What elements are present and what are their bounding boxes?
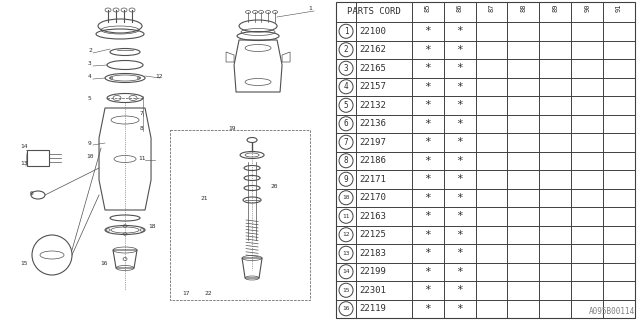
Text: 11: 11 xyxy=(138,156,145,161)
Text: 22125: 22125 xyxy=(359,230,386,239)
Text: *: * xyxy=(424,230,431,240)
Text: *: * xyxy=(424,100,431,110)
Text: 6: 6 xyxy=(344,119,348,128)
Text: 22170: 22170 xyxy=(359,193,386,202)
Text: *: * xyxy=(456,119,463,129)
Text: A095B00114: A095B00114 xyxy=(589,307,635,316)
Text: 3: 3 xyxy=(344,64,348,73)
Text: 22162: 22162 xyxy=(359,45,386,54)
Text: 14: 14 xyxy=(342,269,350,274)
Text: 20: 20 xyxy=(270,184,278,189)
Text: 22165: 22165 xyxy=(359,64,386,73)
Text: 22157: 22157 xyxy=(359,82,386,91)
Text: *: * xyxy=(424,267,431,277)
Text: 10: 10 xyxy=(342,195,350,200)
Text: 9: 9 xyxy=(344,175,348,184)
Text: 6: 6 xyxy=(30,191,34,196)
Text: *: * xyxy=(424,174,431,184)
Text: 16: 16 xyxy=(342,306,350,311)
Text: *: * xyxy=(456,174,463,184)
Text: *: * xyxy=(424,285,431,295)
Text: 90: 90 xyxy=(584,3,590,12)
Text: *: * xyxy=(456,45,463,55)
Text: *: * xyxy=(456,156,463,166)
Text: 18: 18 xyxy=(148,224,156,229)
Text: 21: 21 xyxy=(200,196,207,201)
Text: 12: 12 xyxy=(342,232,350,237)
Text: 22183: 22183 xyxy=(359,249,386,258)
Text: *: * xyxy=(424,119,431,129)
Text: 86: 86 xyxy=(456,3,463,12)
Text: 7: 7 xyxy=(140,111,144,116)
Text: 16: 16 xyxy=(100,261,108,266)
Text: 1: 1 xyxy=(308,6,312,11)
Text: 10: 10 xyxy=(86,154,93,159)
Text: *: * xyxy=(424,63,431,73)
Text: *: * xyxy=(424,82,431,92)
Text: *: * xyxy=(424,304,431,314)
Text: 14: 14 xyxy=(20,144,28,149)
Text: 15: 15 xyxy=(20,261,28,266)
Text: 22197: 22197 xyxy=(359,138,386,147)
Text: *: * xyxy=(424,137,431,147)
Text: PARTS CORD: PARTS CORD xyxy=(347,7,401,17)
Text: 22301: 22301 xyxy=(359,286,386,295)
Text: *: * xyxy=(424,211,431,221)
Text: 15: 15 xyxy=(342,288,350,293)
Text: 22199: 22199 xyxy=(359,267,386,276)
Text: 22171: 22171 xyxy=(359,175,386,184)
Text: *: * xyxy=(456,193,463,203)
Text: *: * xyxy=(456,63,463,73)
Text: 17: 17 xyxy=(182,291,189,296)
Text: *: * xyxy=(456,285,463,295)
Text: 85: 85 xyxy=(425,3,431,12)
Text: *: * xyxy=(456,211,463,221)
Text: 22119: 22119 xyxy=(359,304,386,313)
Text: 91: 91 xyxy=(616,3,622,12)
Text: 11: 11 xyxy=(342,214,350,219)
Text: 4: 4 xyxy=(344,82,348,91)
Text: *: * xyxy=(424,45,431,55)
Text: 9: 9 xyxy=(88,141,92,146)
Text: *: * xyxy=(424,193,431,203)
Text: *: * xyxy=(456,248,463,258)
Text: 8: 8 xyxy=(140,126,144,131)
Text: 1: 1 xyxy=(344,27,348,36)
Text: *: * xyxy=(456,26,463,36)
Text: 22136: 22136 xyxy=(359,119,386,128)
Text: *: * xyxy=(424,26,431,36)
Text: 3: 3 xyxy=(88,61,92,66)
Text: *: * xyxy=(456,137,463,147)
Text: *: * xyxy=(456,100,463,110)
Text: 13: 13 xyxy=(20,161,28,166)
Text: *: * xyxy=(424,156,431,166)
Text: 22: 22 xyxy=(204,291,212,296)
Text: 7: 7 xyxy=(344,138,348,147)
Text: 87: 87 xyxy=(488,3,495,12)
Text: 19: 19 xyxy=(228,126,236,131)
Text: 5: 5 xyxy=(88,96,92,101)
Text: 22163: 22163 xyxy=(359,212,386,221)
Text: *: * xyxy=(456,230,463,240)
Text: *: * xyxy=(456,82,463,92)
Text: 88: 88 xyxy=(520,3,527,12)
Text: *: * xyxy=(456,304,463,314)
Text: 2: 2 xyxy=(344,45,348,54)
Text: *: * xyxy=(456,267,463,277)
Text: 22186: 22186 xyxy=(359,156,386,165)
Text: 12: 12 xyxy=(155,74,163,79)
Text: 8: 8 xyxy=(344,156,348,165)
Text: 13: 13 xyxy=(342,251,350,256)
Text: 4: 4 xyxy=(88,74,92,79)
Text: 2: 2 xyxy=(88,48,92,53)
Text: 22100: 22100 xyxy=(359,27,386,36)
Text: 89: 89 xyxy=(552,3,558,12)
Text: *: * xyxy=(424,248,431,258)
Text: 5: 5 xyxy=(344,101,348,110)
Text: 22132: 22132 xyxy=(359,101,386,110)
